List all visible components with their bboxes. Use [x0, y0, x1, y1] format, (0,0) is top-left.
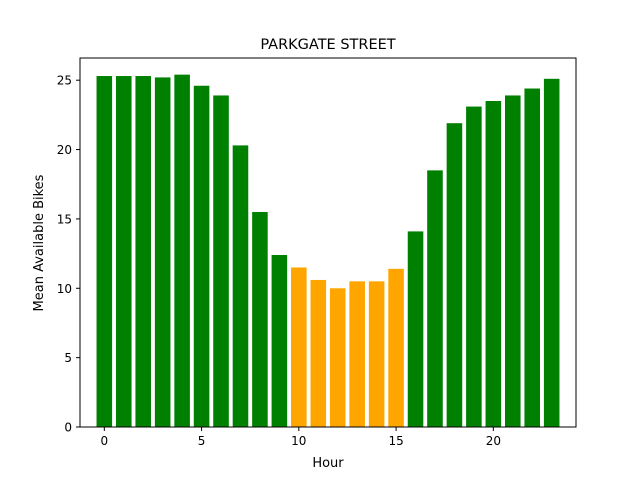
x-tick-label: 20: [486, 434, 501, 448]
bar-hour-13: [349, 281, 365, 427]
bar-hour-2: [135, 76, 151, 427]
y-tick-label: 25: [57, 74, 72, 88]
bar-hour-12: [329, 288, 346, 427]
bar-hour-6: [213, 95, 229, 427]
bar-hour-16: [407, 231, 424, 427]
x-tick-label: 10: [291, 434, 306, 448]
bar-hour-8: [252, 211, 268, 427]
bar-hour-21: [505, 95, 521, 427]
bar-hour-5: [193, 85, 210, 428]
y-axis-label: Mean Available Bikes: [32, 174, 47, 311]
bar-hour-23: [543, 78, 560, 427]
bar-hour-15: [388, 268, 404, 427]
bar-hour-9: [271, 254, 288, 427]
y-tick-label: 10: [57, 282, 72, 296]
x-axis: 0 5 10 15 20: [100, 427, 501, 448]
bars-group: [96, 74, 560, 428]
bar-hour-3: [154, 77, 171, 427]
bar-hour-14: [368, 281, 385, 427]
x-tick-label: 15: [388, 434, 403, 448]
x-axis-label: Hour: [312, 456, 344, 471]
bar-hour-19: [466, 106, 482, 427]
bar-hour-17: [427, 170, 443, 427]
plot-frame: [79, 57, 577, 428]
bar-hour-20: [485, 101, 502, 428]
bar-hour-4: [174, 74, 190, 428]
y-tick-label: 20: [57, 143, 72, 157]
bar-hour-1: [115, 76, 132, 427]
bar-hour-11: [310, 279, 327, 427]
chart-title: PARKGATE STREET: [260, 37, 395, 53]
bar-hour-10: [291, 267, 307, 427]
x-tick-label: 0: [100, 434, 108, 448]
bar-hour-7: [232, 145, 249, 428]
x-tick-label: 5: [198, 434, 206, 448]
y-tick-label: 5: [64, 351, 72, 365]
bar-hour-18: [446, 123, 463, 427]
bar-hour-22: [524, 88, 541, 427]
bar-hour-0: [96, 76, 113, 427]
y-axis: 0 5 10 15 20 25: [57, 74, 80, 435]
y-tick-label: 0: [64, 421, 72, 435]
y-tick-label: 15: [57, 212, 72, 226]
